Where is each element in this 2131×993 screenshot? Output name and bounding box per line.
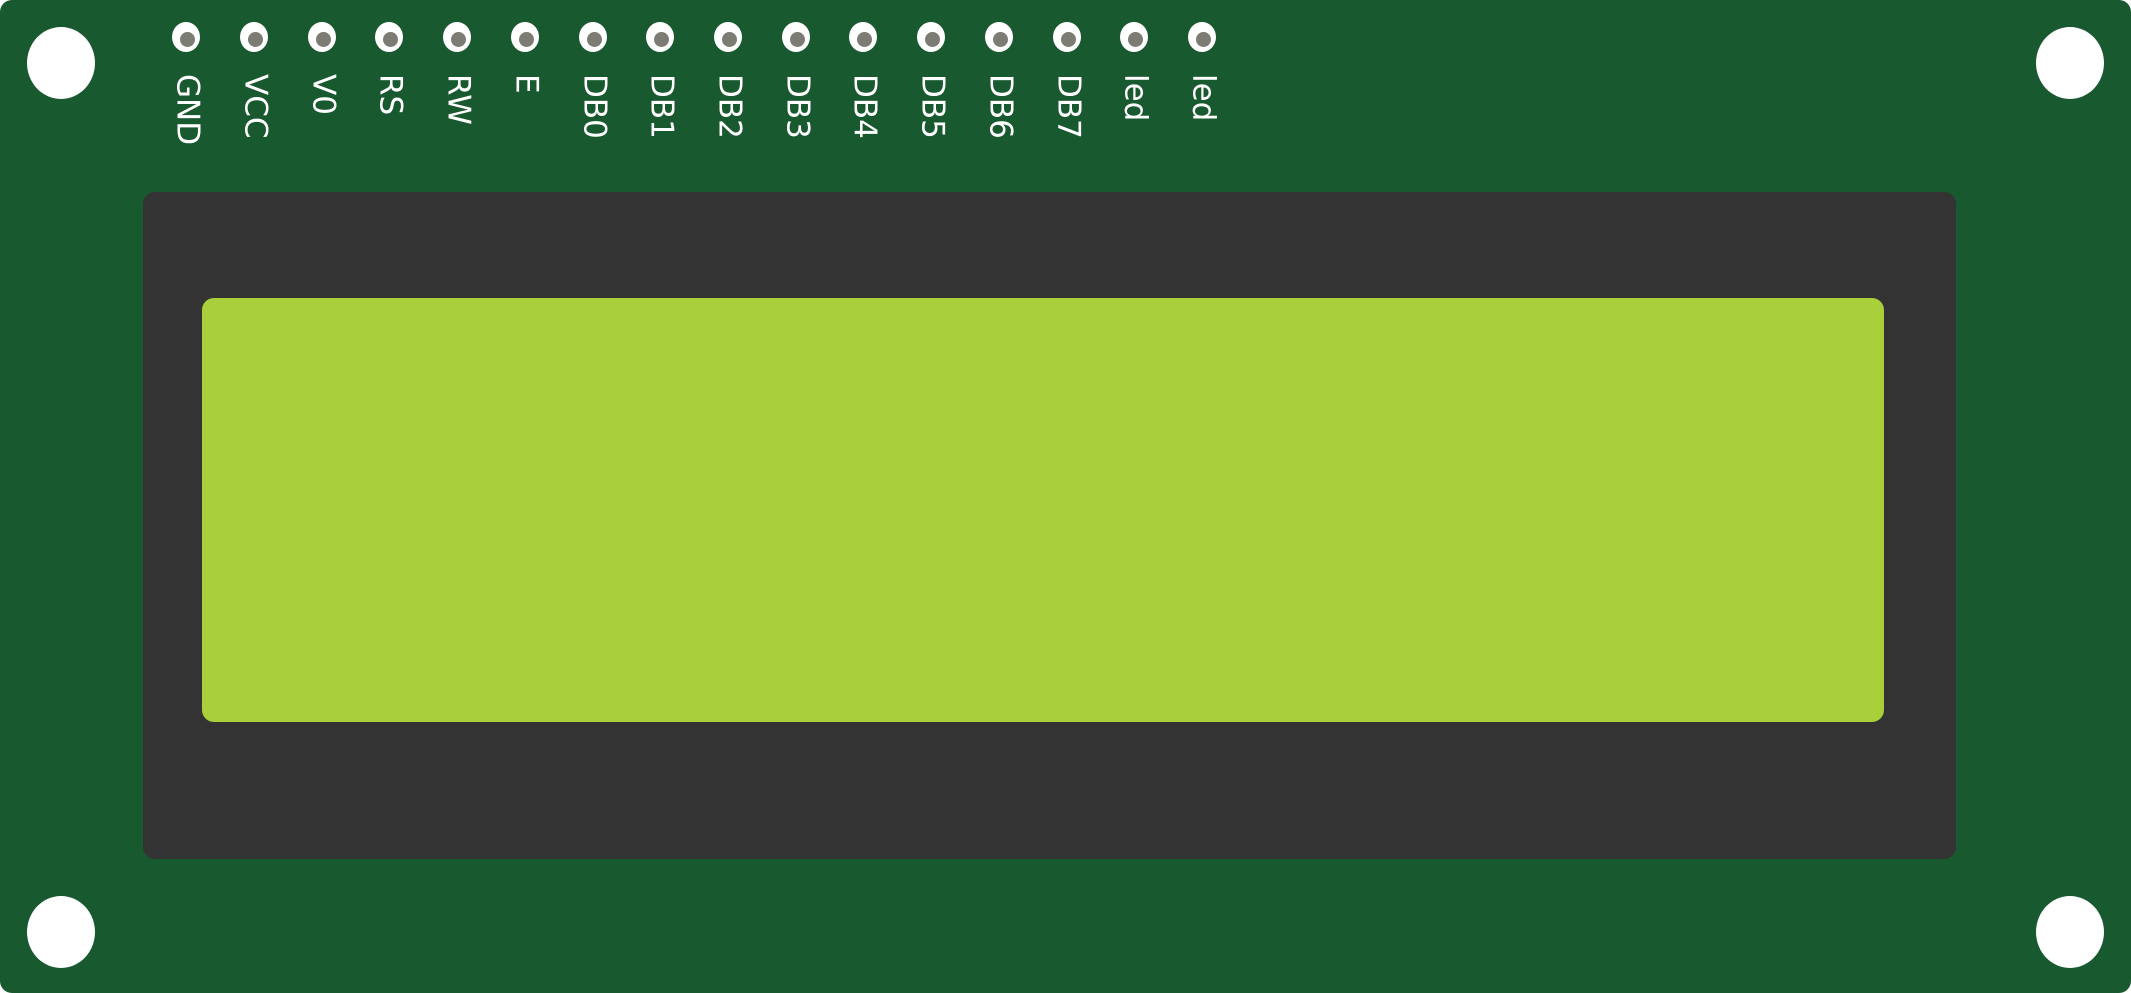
pin-core bbox=[857, 32, 872, 47]
pin-db0[interactable] bbox=[579, 22, 607, 52]
pin-label-text: VCC bbox=[237, 74, 274, 139]
pin-label-text: RS bbox=[372, 74, 409, 116]
pin-rw[interactable] bbox=[443, 22, 471, 52]
mounting-hole-bottom-left bbox=[27, 896, 95, 968]
pin-core bbox=[451, 32, 466, 47]
pin-label-text: RW bbox=[440, 74, 477, 125]
pin-db1[interactable] bbox=[646, 22, 674, 52]
pin-core bbox=[654, 32, 669, 47]
pin-core bbox=[180, 32, 195, 47]
pin-core bbox=[1128, 32, 1143, 47]
mounting-hole-top-right bbox=[2036, 27, 2104, 99]
pin-db4[interactable] bbox=[849, 22, 877, 52]
pin-core bbox=[1061, 32, 1076, 47]
pin-label-text: DB0 bbox=[576, 74, 613, 139]
pin-label-text: DB3 bbox=[779, 74, 816, 139]
mounting-hole-top-left bbox=[27, 27, 95, 99]
pin-core bbox=[1196, 32, 1211, 47]
pin-label-text: DB7 bbox=[1050, 74, 1087, 139]
pin-gnd[interactable] bbox=[172, 22, 200, 52]
pin-label-text: led bbox=[1185, 74, 1222, 122]
lcd-screen bbox=[202, 298, 1884, 722]
pin-db3[interactable] bbox=[782, 22, 810, 52]
pin-core bbox=[587, 32, 602, 47]
pin-label-text: led bbox=[1117, 74, 1154, 122]
pin-label-text: DB5 bbox=[914, 74, 951, 139]
pin-e[interactable] bbox=[511, 22, 539, 52]
pin-db2[interactable] bbox=[714, 22, 742, 52]
pin-label-text: E bbox=[508, 74, 545, 94]
mounting-hole-bottom-right bbox=[2036, 896, 2104, 968]
pin-core bbox=[790, 32, 805, 47]
pin-core bbox=[519, 32, 534, 47]
pin-core bbox=[993, 32, 1008, 47]
pin-v0[interactable] bbox=[308, 22, 336, 52]
pin-led-anode[interactable] bbox=[1120, 22, 1148, 52]
pin-rs[interactable] bbox=[375, 22, 403, 52]
pin-db7[interactable] bbox=[1053, 22, 1081, 52]
pin-label-text: DB1 bbox=[643, 74, 680, 139]
pin-core bbox=[722, 32, 737, 47]
pin-core bbox=[925, 32, 940, 47]
pin-core bbox=[248, 32, 263, 47]
pin-label-text: DB4 bbox=[846, 74, 883, 139]
pin-label-text: DB6 bbox=[982, 74, 1019, 139]
pin-db6[interactable] bbox=[985, 22, 1013, 52]
pin-label-text: GND bbox=[169, 74, 206, 146]
pin-db5[interactable] bbox=[917, 22, 945, 52]
pin-led-cathode[interactable] bbox=[1188, 22, 1216, 52]
pin-vcc[interactable] bbox=[240, 22, 268, 52]
pin-core bbox=[383, 32, 398, 47]
pin-label-text: V0 bbox=[305, 74, 342, 115]
pin-label-text: DB2 bbox=[711, 74, 748, 139]
pin-core bbox=[316, 32, 331, 47]
